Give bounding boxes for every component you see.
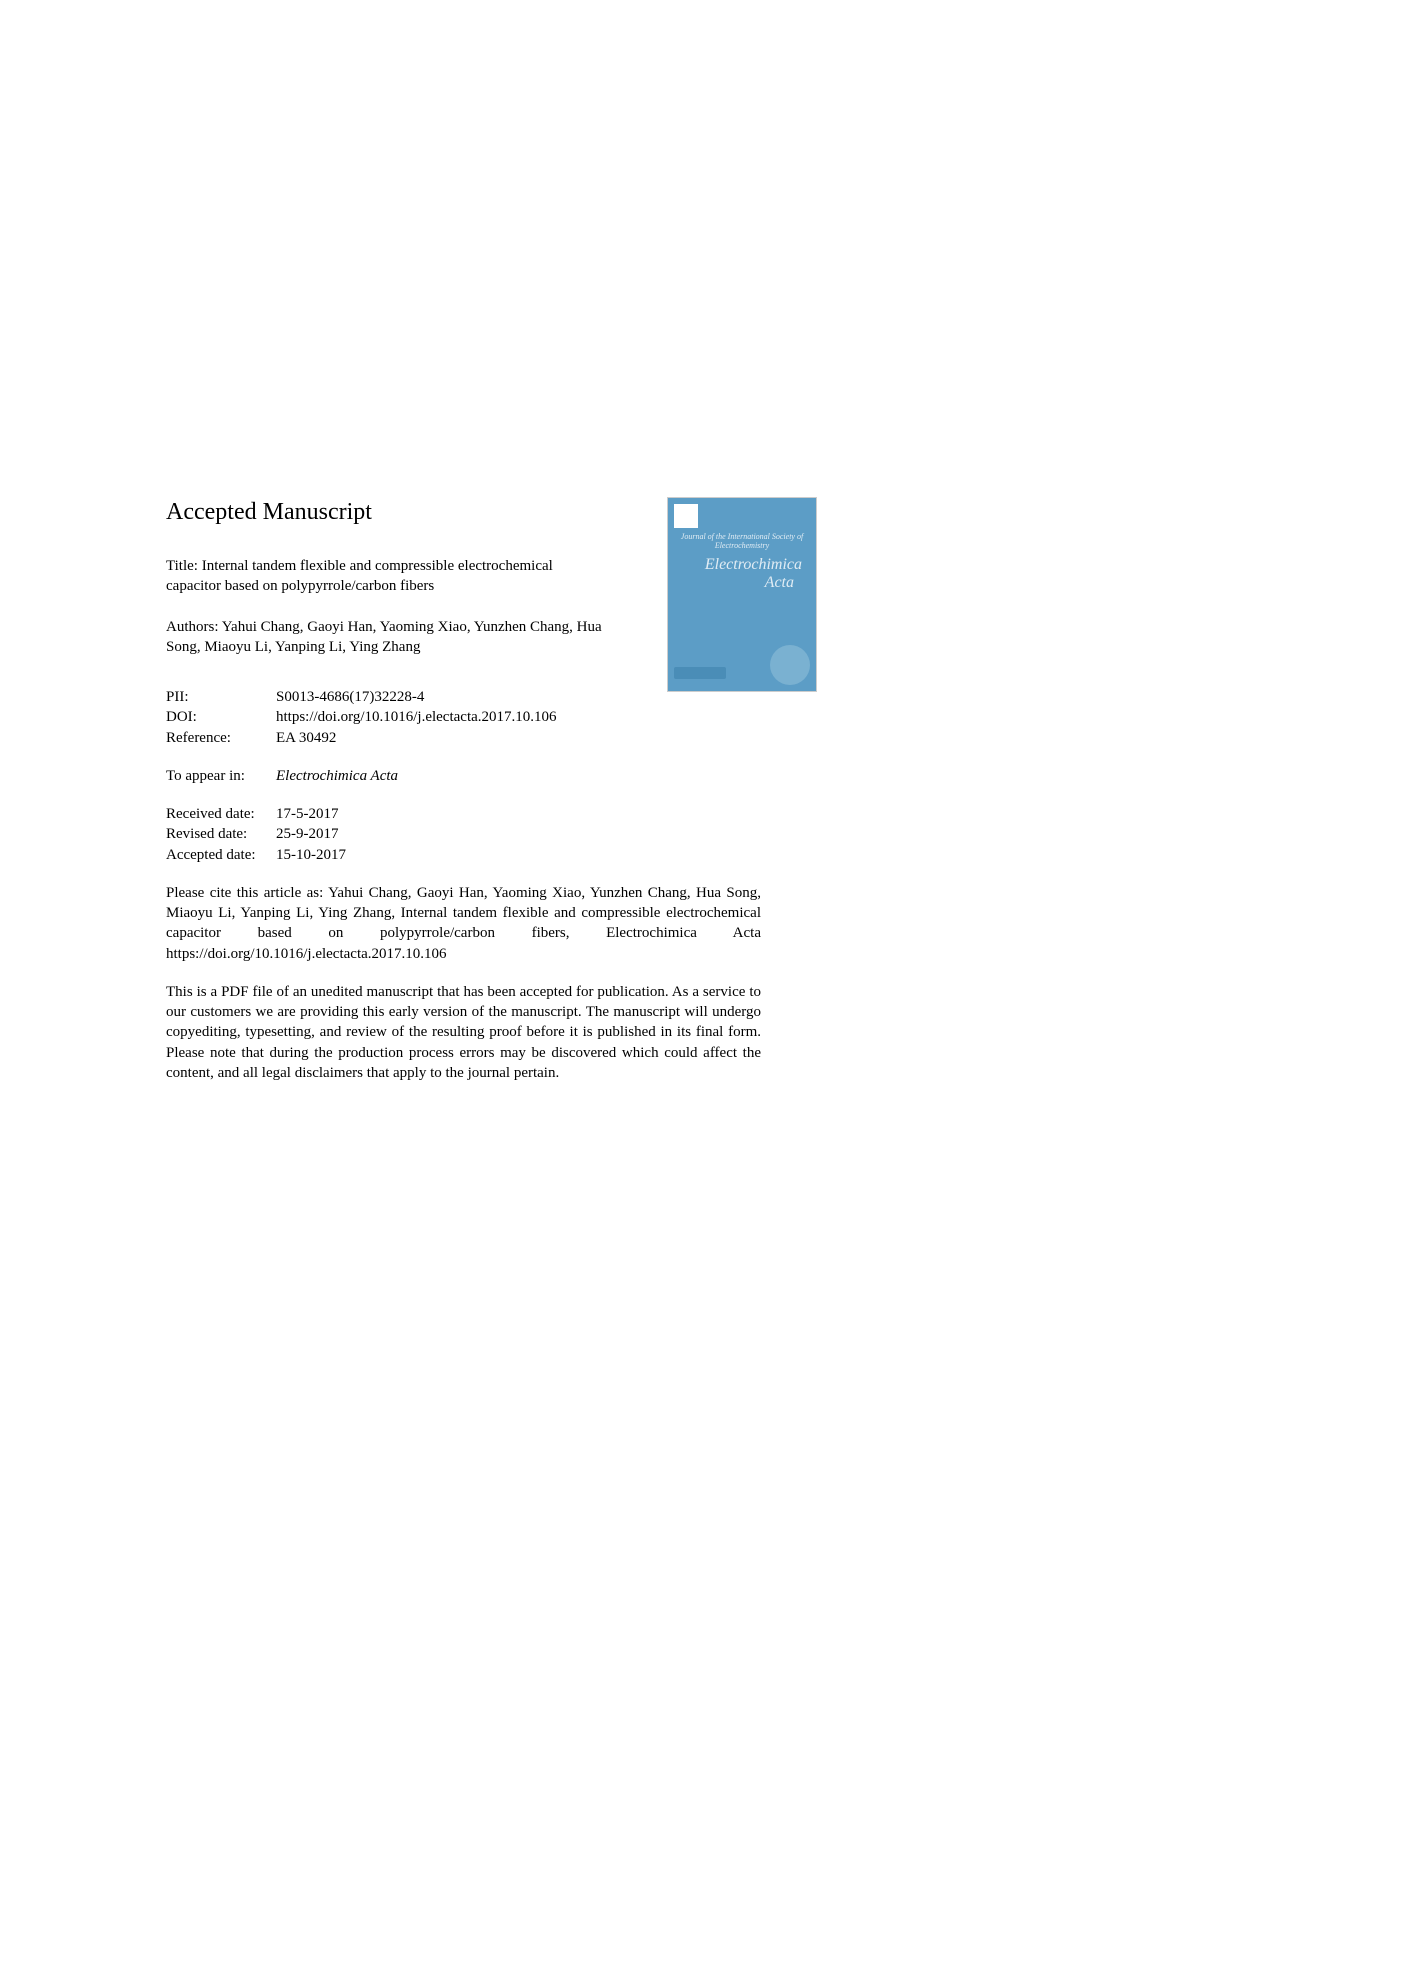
metadata-row-accepted: Accepted date: 15-10-2017 — [166, 845, 761, 865]
citation-text: Please cite this article as: Yahui Chang… — [166, 883, 761, 964]
accepted-label: Accepted date: — [166, 845, 276, 865]
heading-section: Journal of the International Society of … — [166, 499, 761, 657]
pii-label: PII: — [166, 687, 276, 707]
metadata-row-revised: Revised date: 25-9-2017 — [166, 824, 761, 844]
authors-text: Yahui Chang, Gaoyi Han, Yaoming Xiao, Yu… — [166, 619, 602, 655]
authors-label: Authors: — [166, 619, 219, 635]
journal-cover-bottom — [674, 643, 810, 685]
metadata-spacer — [166, 748, 761, 766]
journal-cover-middle — [674, 592, 810, 643]
journal-cover-title-container: Electrochimica Acta — [674, 556, 810, 592]
manuscript-authors: Authors: Yahui Chang, Gaoyi Han, Yaoming… — [166, 617, 606, 658]
journal-cover-band — [674, 667, 726, 679]
doi-value: https://doi.org/10.1016/j.electacta.2017… — [276, 707, 761, 727]
manuscript-title: Title: Internal tandem flexible and comp… — [166, 556, 606, 597]
title-label: Title: — [166, 558, 198, 574]
metadata-row-reference: Reference: EA 30492 — [166, 728, 761, 748]
metadata-row-doi: DOI: https://doi.org/10.1016/j.electacta… — [166, 707, 761, 727]
appear-label: To appear in: — [166, 766, 276, 786]
journal-cover-subtitle: Journal of the International Society of … — [674, 532, 810, 550]
journal-cover-thumbnail: Journal of the International Society of … — [667, 497, 817, 692]
journal-cover-logo-box — [674, 504, 698, 528]
title-text: Internal tandem flexible and compressibl… — [166, 558, 553, 594]
page-container: Journal of the International Society of … — [166, 499, 761, 1083]
metadata-spacer — [166, 786, 761, 804]
title-author-block: Title: Internal tandem flexible and comp… — [166, 556, 606, 657]
metadata-table: PII: S0013-4686(17)32228-4 DOI: https://… — [166, 687, 761, 865]
metadata-row-appear: To appear in: Electrochimica Acta — [166, 766, 761, 786]
received-value: 17-5-2017 — [276, 804, 761, 824]
journal-cover-society-logo — [770, 645, 810, 685]
reference-value: EA 30492 — [276, 728, 761, 748]
revised-label: Revised date: — [166, 824, 276, 844]
appear-value: Electrochimica Acta — [276, 766, 761, 786]
doi-label: DOI: — [166, 707, 276, 727]
journal-cover-title-line2: Acta — [674, 574, 802, 592]
received-label: Received date: — [166, 804, 276, 824]
disclaimer-text: This is a PDF file of an unedited manusc… — [166, 982, 761, 1083]
revised-value: 25-9-2017 — [276, 824, 761, 844]
journal-cover-title-line1: Electrochimica — [674, 556, 802, 574]
accepted-value: 15-10-2017 — [276, 845, 761, 865]
metadata-row-received: Received date: 17-5-2017 — [166, 804, 761, 824]
reference-label: Reference: — [166, 728, 276, 748]
